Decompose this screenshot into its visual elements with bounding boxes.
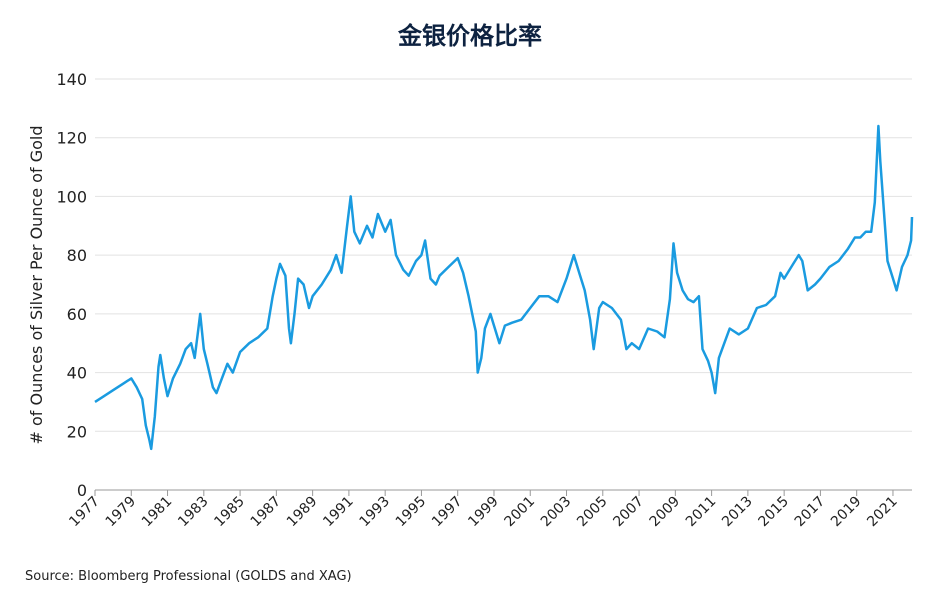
x-tick-label: 2017 bbox=[792, 494, 829, 531]
x-tick-label: 1995 bbox=[393, 494, 430, 531]
x-tick-label: 2009 bbox=[647, 494, 684, 531]
y-tick-label: 20 bbox=[67, 422, 87, 441]
y-tick-label: 140 bbox=[56, 70, 87, 89]
x-tick-label: 2001 bbox=[502, 494, 539, 531]
line bbox=[94, 124, 914, 451]
x-tick-label: 2007 bbox=[610, 494, 647, 531]
x-tick-label: 1993 bbox=[356, 494, 393, 531]
x-tick-label: 2003 bbox=[538, 494, 575, 531]
x-tick-label: 2013 bbox=[719, 494, 756, 531]
y-tick-label: 60 bbox=[67, 305, 87, 324]
x-tick-label: 1983 bbox=[175, 494, 212, 531]
x-tick-label: 2011 bbox=[683, 494, 720, 531]
y-tick-label: 0 bbox=[77, 481, 87, 500]
y-tick-label: 100 bbox=[56, 187, 87, 206]
x-tick-label: 2015 bbox=[755, 494, 792, 531]
x-tick-label: 2021 bbox=[864, 494, 901, 531]
y-tick-label: 120 bbox=[56, 129, 87, 148]
y-tick-label: 80 bbox=[67, 246, 87, 265]
x-tick-label: 1987 bbox=[248, 494, 285, 531]
x-tick-label: 1991 bbox=[320, 494, 357, 531]
x-tick-label: 1981 bbox=[139, 494, 176, 531]
x-tick-label: 2005 bbox=[574, 494, 611, 531]
x-tick-label: 1985 bbox=[211, 494, 248, 531]
chart-title: 金银价格比率 bbox=[397, 22, 542, 50]
x-tick-label: 1997 bbox=[429, 494, 466, 531]
x-tick-label: 2019 bbox=[828, 494, 865, 531]
x-tick-label: 1979 bbox=[103, 494, 140, 531]
y-tick-label: 40 bbox=[67, 364, 87, 383]
source: Source: Bloomberg Professional (GOLDS an… bbox=[25, 569, 352, 584]
y-axis-label: # of Ounces of Silver Per Ounce of Gold bbox=[27, 126, 46, 445]
x-tick-label: 1999 bbox=[465, 494, 502, 531]
x-tick-label: 1989 bbox=[284, 494, 321, 531]
